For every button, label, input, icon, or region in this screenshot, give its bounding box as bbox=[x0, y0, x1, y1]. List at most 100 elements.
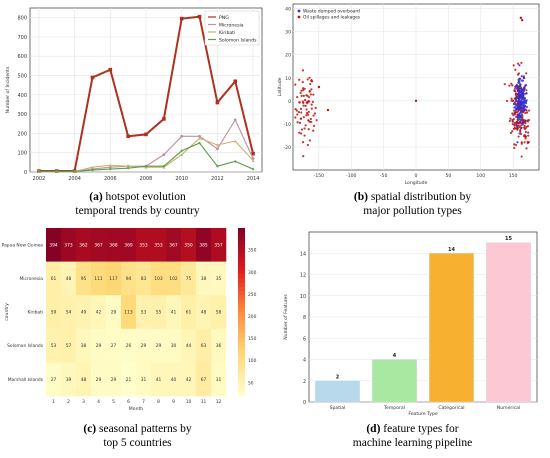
colorbar-segment bbox=[238, 240, 245, 246]
x-tick-label: -50 bbox=[380, 173, 388, 179]
scatter-point bbox=[310, 88, 313, 91]
data-point bbox=[233, 159, 237, 163]
heatmap-cell bbox=[76, 328, 92, 363]
scatter-point bbox=[508, 119, 511, 123]
scatter-point bbox=[503, 83, 506, 86]
y-axis-label: Number of Incidents bbox=[5, 66, 11, 113]
x-axis-label: Longitude bbox=[405, 180, 428, 186]
legend-label: Solomon Islands bbox=[219, 37, 257, 43]
y-tick-label: 12 bbox=[300, 273, 306, 279]
data-point bbox=[126, 166, 130, 170]
cell-value-label: 38 bbox=[201, 276, 207, 282]
data-point bbox=[55, 170, 59, 173]
bar-temporal bbox=[372, 359, 417, 403]
heatmap-cell bbox=[136, 261, 152, 296]
scatter-point bbox=[526, 119, 529, 122]
caption-b-line2: major pollution types bbox=[363, 205, 462, 217]
cell-value-label: 39 bbox=[66, 377, 72, 383]
y-tick-label: 200 bbox=[17, 131, 27, 137]
cell-value-label: 55 bbox=[156, 310, 162, 316]
scatter-point bbox=[300, 89, 303, 92]
scatter-point bbox=[520, 141, 523, 144]
scatter-point bbox=[297, 110, 301, 114]
data-point bbox=[198, 141, 201, 145]
heatmap-cell bbox=[61, 295, 77, 330]
y-axis-label: Latitude bbox=[277, 77, 283, 96]
heatmap-cell bbox=[91, 228, 107, 262]
colorbar-segment bbox=[238, 387, 245, 393]
scatter-point bbox=[304, 124, 307, 127]
scatter-point bbox=[509, 131, 513, 135]
data-point bbox=[233, 118, 237, 122]
colorbar-segment bbox=[238, 282, 245, 288]
y-tick-label: 40 bbox=[285, 7, 291, 13]
scatter-point bbox=[510, 82, 513, 85]
y-tick-label: 14 bbox=[300, 251, 306, 257]
heatmap-cell bbox=[61, 261, 77, 296]
heatmap-cell bbox=[76, 261, 92, 296]
colorbar-segment bbox=[238, 324, 245, 330]
heatmap-cell bbox=[151, 328, 167, 363]
y-tick-label: -20 bbox=[283, 145, 291, 151]
legend-swatch bbox=[297, 15, 301, 19]
scatter-point bbox=[516, 119, 519, 122]
scatter-point bbox=[299, 91, 302, 95]
cell-value-label: 113 bbox=[124, 310, 133, 316]
cell-value-label: 53 bbox=[51, 343, 57, 349]
scatter-point bbox=[518, 77, 521, 80]
data-point bbox=[90, 75, 95, 80]
data-point bbox=[215, 164, 219, 168]
scatter-point bbox=[518, 64, 521, 67]
scatter-point bbox=[527, 134, 530, 137]
y-tick-label: 8 bbox=[303, 315, 306, 321]
scatter-point bbox=[511, 112, 514, 115]
scatter-point bbox=[312, 114, 315, 117]
cell-value-label: 369 bbox=[124, 242, 133, 248]
scatter-point bbox=[525, 99, 528, 102]
panel-c-heatmap: 394 373 362 367 368 369 353 353 367 350 385 357 Papu… bbox=[0, 226, 275, 420]
heatmap-cell bbox=[46, 228, 62, 262]
data-point bbox=[91, 168, 94, 172]
colorbar-segment bbox=[238, 337, 245, 342]
scatter-point bbox=[296, 95, 299, 99]
heatmap-cell bbox=[46, 261, 62, 296]
colorbar-segment bbox=[238, 362, 245, 367]
x-tick-label: 7 bbox=[142, 399, 145, 405]
scatter-point bbox=[299, 132, 303, 135]
scatter-point bbox=[302, 104, 305, 107]
heatmap-cell bbox=[121, 228, 137, 262]
x-tick-label: 2012 bbox=[211, 176, 224, 182]
scatter-point bbox=[519, 100, 523, 103]
heatmap-cell bbox=[61, 362, 77, 397]
heatmap-cell bbox=[181, 328, 197, 363]
x-tick-label: 3 bbox=[82, 399, 85, 405]
scatter-point bbox=[307, 113, 310, 116]
colorbar-tick-label: 200 bbox=[248, 314, 257, 320]
scatter-point bbox=[522, 106, 525, 109]
heatmap-cell bbox=[106, 295, 122, 330]
heatmap-cell bbox=[181, 228, 197, 262]
scatter-point bbox=[517, 72, 521, 75]
data-point bbox=[37, 170, 41, 173]
colorbar-segment bbox=[238, 379, 245, 384]
y-tick-label: 10 bbox=[300, 294, 306, 300]
cell-value-label: 42 bbox=[96, 310, 102, 316]
caption-c: (c) seasonal patterns by top 5 countries bbox=[0, 422, 275, 450]
scatter-point bbox=[305, 111, 309, 115]
y-tick-label: 20 bbox=[285, 53, 291, 59]
scatter-point bbox=[518, 107, 521, 110]
scatter-point bbox=[294, 116, 297, 119]
scatter-point bbox=[521, 93, 524, 96]
scatter-point bbox=[519, 114, 522, 118]
x-axis-label: Month bbox=[129, 406, 143, 412]
cell-value-label: 350 bbox=[184, 242, 193, 248]
colorbar-segment bbox=[238, 375, 245, 380]
heatmap-svg: 394 373 362 367 368 369 353 353 367 350 385 357Papu… bbox=[2, 228, 257, 412]
scatter-point bbox=[315, 119, 318, 122]
scatter-point bbox=[514, 105, 517, 108]
data-point bbox=[179, 16, 184, 21]
cell-value-label: 38 bbox=[81, 343, 87, 349]
scatter-point bbox=[524, 111, 527, 115]
y-tick-label: 100 bbox=[17, 151, 27, 157]
y-tick-label: 30 bbox=[285, 30, 291, 36]
